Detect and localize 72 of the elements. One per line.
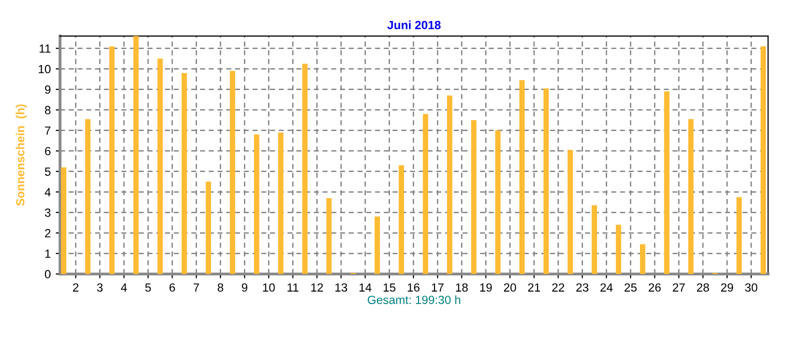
y-tick-label: 9	[44, 85, 50, 94]
x-tick-label: 11	[288, 283, 298, 292]
x-tick-label: 19	[480, 283, 492, 292]
bar	[736, 197, 742, 274]
x-tick-label: 4	[120, 283, 127, 292]
bar	[664, 91, 670, 274]
bar	[688, 119, 694, 274]
y-tick-label: 3	[44, 208, 50, 217]
x-tick-label: 7	[194, 283, 200, 292]
x-tick-label: 28	[696, 283, 709, 292]
x-axis-title: Gesamt: 199:30 h	[368, 295, 460, 304]
bar	[374, 216, 380, 274]
y-tick-label: 6	[45, 146, 50, 156]
bar	[519, 80, 525, 274]
y-tick-label: 11	[40, 44, 50, 53]
x-tick-label: 22	[552, 283, 564, 292]
x-tick-label: 30	[745, 283, 758, 292]
bar	[326, 198, 332, 274]
x-tick-label: 2	[73, 283, 78, 292]
x-tick-label: 8	[218, 283, 224, 292]
x-tick-label: 15	[384, 283, 396, 292]
x-tick-label: 10	[263, 283, 275, 292]
bar	[206, 182, 212, 274]
bar	[640, 244, 646, 274]
x-tick-label: 18	[456, 283, 468, 292]
bar	[495, 130, 501, 274]
y-tick-label: 8	[44, 106, 50, 114]
x-tick-label: 5	[145, 283, 151, 292]
bar	[471, 120, 476, 274]
y-tick-label: 1	[45, 250, 50, 258]
bar	[422, 114, 428, 274]
x-tick-label: 6	[170, 283, 175, 292]
bar	[616, 224, 622, 274]
y-tick-label: 10	[38, 64, 51, 74]
bar	[278, 132, 284, 274]
bar	[592, 205, 598, 274]
x-tick-label: 17	[432, 283, 444, 292]
bar	[446, 96, 452, 274]
bar	[254, 134, 260, 274]
x-tick-label: 9	[242, 283, 248, 292]
y-axis-title: Sonnenschein (h)	[16, 104, 27, 206]
x-tick-label: 23	[576, 283, 588, 292]
bar	[568, 150, 573, 274]
bar	[398, 165, 404, 274]
x-tick-label: 25	[624, 283, 637, 292]
x-tick-label: 24	[600, 283, 613, 292]
bar	[302, 64, 308, 274]
y-tick-label: 4	[44, 188, 51, 196]
bar	[182, 72, 187, 274]
bar	[85, 119, 90, 274]
y-tick-label: 5	[44, 168, 51, 176]
chart-title: Juni 2018	[387, 20, 441, 30]
x-tick-label: 3	[97, 283, 103, 292]
x-tick-label: 20	[504, 283, 516, 292]
x-tick-label: 29	[721, 283, 734, 292]
y-tick-label: 0	[44, 270, 51, 278]
bar	[133, 36, 139, 274]
bar	[61, 167, 66, 274]
bar	[230, 70, 236, 274]
y-tick-label: 2	[45, 228, 50, 238]
x-tick-label: 21	[528, 283, 540, 292]
x-tick-label: 14	[360, 283, 372, 292]
bar	[543, 88, 549, 274]
x-tick-label: 16	[408, 283, 420, 292]
x-tick-label: 26	[648, 283, 661, 292]
bar	[157, 58, 163, 274]
x-tick-label: 27	[672, 283, 685, 292]
x-tick-label: 13	[335, 283, 348, 292]
bar	[109, 46, 115, 274]
x-tick-label: 12	[311, 283, 323, 292]
bar	[760, 46, 766, 274]
y-tick-label: 7	[45, 126, 50, 135]
